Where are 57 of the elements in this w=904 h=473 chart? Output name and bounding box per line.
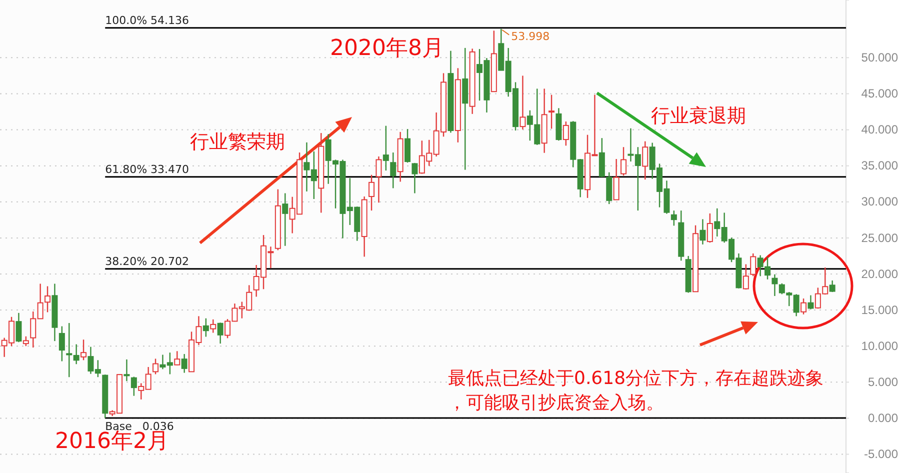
candlestick bbox=[562, 120, 569, 146]
y-tick-label: 20.000 bbox=[861, 266, 898, 281]
annotation: 行业衰退期 bbox=[651, 105, 746, 127]
candlestick bbox=[22, 336, 29, 347]
y-tick-label: 10.000 bbox=[861, 338, 898, 353]
ref-line-label: 61.80% 33.470 bbox=[105, 162, 190, 176]
candlestick bbox=[620, 146, 627, 176]
annotation: 2016年2月 bbox=[55, 429, 169, 454]
candlestick bbox=[808, 294, 814, 310]
candlestick bbox=[800, 298, 807, 315]
candlestick bbox=[772, 274, 778, 297]
candlestick bbox=[124, 358, 130, 382]
y-tick-label: 35.000 bbox=[861, 158, 898, 173]
y-tick-label: 25.000 bbox=[861, 230, 898, 245]
candlestick bbox=[520, 75, 526, 130]
candlestick bbox=[548, 94, 555, 130]
annotation: 最低点已经处于0.618分位下方，存在超跌迹象，可能吸引抄底资金入场。 bbox=[448, 368, 824, 414]
candlestick bbox=[670, 210, 677, 226]
candlestick bbox=[44, 286, 51, 313]
candlestick bbox=[174, 350, 180, 366]
y-tick-label: 40.000 bbox=[861, 122, 898, 137]
candlestick bbox=[598, 137, 605, 178]
y-tick-label: 15.000 bbox=[861, 302, 898, 317]
y-tick-label: 50.000 bbox=[861, 50, 898, 65]
ref-line-label: 100.0% 54.136 bbox=[105, 14, 190, 27]
candlestick bbox=[58, 326, 65, 362]
candlestick bbox=[642, 140, 648, 180]
candlestick bbox=[700, 218, 706, 246]
candlestick bbox=[404, 128, 411, 164]
candlestick bbox=[368, 174, 375, 212]
candlestick bbox=[606, 172, 612, 205]
candlestick bbox=[217, 322, 224, 344]
candlestick bbox=[376, 156, 382, 204]
y-tick-label: 30.000 bbox=[861, 194, 898, 209]
candlestick bbox=[412, 162, 418, 194]
candlestick bbox=[152, 358, 159, 375]
ref-line-label: 38.20% 20.702 bbox=[105, 254, 190, 268]
candlestick bbox=[613, 158, 620, 200]
y-tick-label: -5.000 bbox=[864, 447, 898, 462]
candlestick bbox=[390, 152, 396, 189]
candlestick bbox=[80, 339, 87, 361]
candlestick bbox=[282, 192, 288, 246]
candlestick bbox=[750, 252, 756, 277]
candlestick bbox=[130, 376, 137, 396]
candlestick bbox=[706, 212, 713, 244]
annotation: 行业繁荣期 bbox=[190, 131, 285, 153]
candlestick bbox=[210, 318, 216, 334]
y-tick-label: 45.000 bbox=[861, 86, 898, 101]
annotation: 53.998 bbox=[511, 30, 550, 43]
candlestick bbox=[202, 318, 209, 338]
y-tick-label: 0.000 bbox=[868, 411, 898, 426]
candlestick bbox=[181, 353, 188, 374]
candlestick bbox=[16, 312, 22, 343]
candlestick bbox=[742, 264, 749, 290]
y-tick-label: 5.000 bbox=[868, 374, 898, 389]
candlestick bbox=[382, 125, 389, 172]
annotation: 2020年8月 bbox=[330, 36, 444, 61]
